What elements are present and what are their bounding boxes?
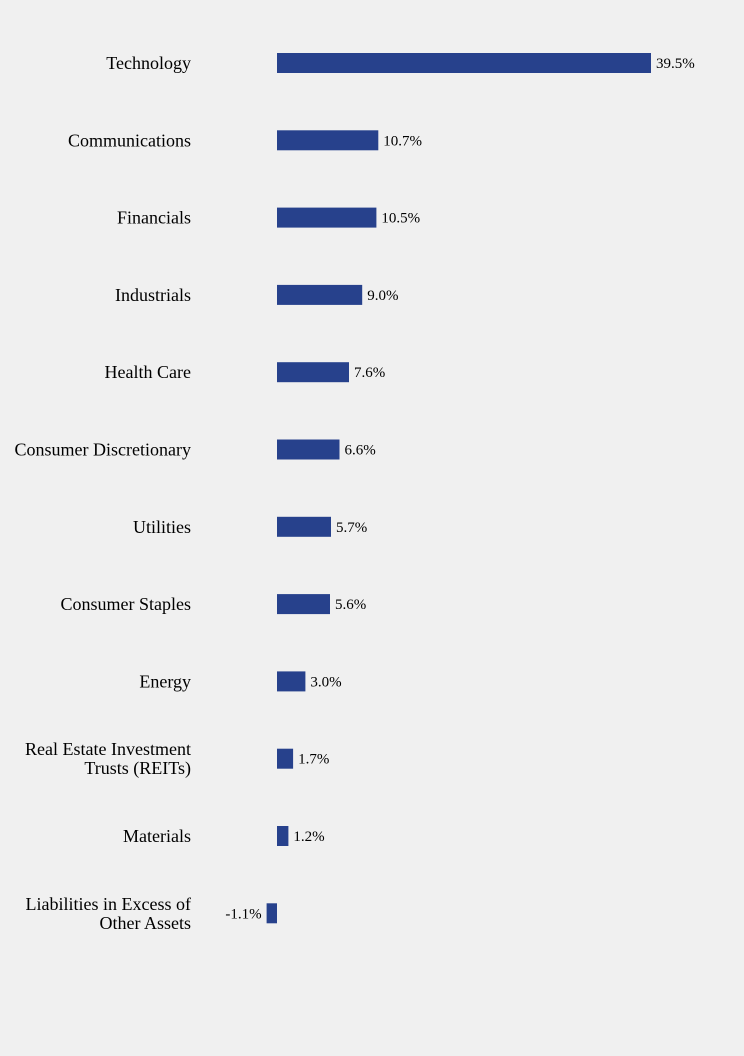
category-label-line: Real Estate Investment: [25, 739, 191, 759]
category-label-consumer-discretionary: Consumer Discretionary: [15, 440, 191, 460]
bar-energy: [277, 671, 306, 692]
value-label-real-estate-investment-trusts-reits: 1.7%: [298, 752, 329, 768]
category-label-line: Financials: [117, 208, 191, 228]
category-label-line: Trusts (REITs): [84, 758, 191, 779]
category-label-line: Communications: [68, 130, 191, 150]
category-label-line: Industrials: [115, 285, 191, 305]
bar-materials: [277, 826, 289, 846]
bar-health-care: [277, 362, 349, 383]
value-label-health-care: 7.6%: [354, 365, 385, 381]
category-label-line: Consumer Staples: [61, 594, 192, 614]
bars: [266, 53, 651, 924]
category-label-line: Liabilities in Excess of: [26, 894, 191, 914]
category-label-communications: Communications: [68, 130, 191, 150]
category-label-line: Materials: [123, 826, 191, 846]
value-label-technology: 39.5%: [656, 56, 695, 72]
category-label-materials: Materials: [123, 826, 191, 846]
bar-real-estate-investment-trusts-reits: [277, 748, 294, 769]
value-label-consumer-discretionary: 6.6%: [345, 443, 376, 459]
category-label-utilities: Utilities: [133, 517, 191, 537]
category-label-line: Other Assets: [100, 913, 192, 933]
category-label-line: Health Care: [105, 362, 191, 382]
value-label-communications: 10.7%: [383, 133, 422, 149]
category-label-liabilities-in-excess-of-other-assets: Liabilities in Excess of Other Assets: [26, 894, 191, 933]
category-label-energy: Energy: [139, 671, 191, 691]
category-label-consumer-staples: Consumer Staples: [61, 594, 192, 614]
value-label-materials: 1.2%: [293, 829, 324, 845]
bar-liabilities-in-excess-of-other-assets: [266, 903, 277, 924]
category-label-real-estate-investment-trusts-reits: Real Estate Investment Trusts (REITs): [25, 739, 191, 779]
category-label-technology: Technology: [106, 53, 191, 73]
value-labels: 39.5% 10.7% 10.5% 9.0% 7.6% 6.6% 5.7% 5.6% 3.0% 1…: [225, 56, 694, 922]
category-label-line: Energy: [139, 671, 191, 691]
bar-utilities: [277, 516, 331, 537]
bar-communications: [277, 130, 379, 151]
bar-financials: [277, 207, 377, 228]
value-label-utilities: 5.7%: [336, 520, 367, 536]
value-label-liabilities-in-excess-of-other-assets: -1.1%: [225, 906, 261, 922]
category-labels: Technology Communications Financials Indust…: [15, 53, 191, 933]
value-label-industrials: 9.0%: [367, 288, 398, 304]
value-label-consumer-staples: 5.6%: [335, 597, 366, 613]
bar-consumer-staples: [277, 594, 330, 615]
category-label-line: Technology: [106, 53, 191, 73]
bar-industrials: [277, 284, 363, 305]
bar-technology: [277, 53, 651, 73]
value-label-financials: 10.5%: [381, 211, 420, 227]
category-label-line: Consumer Discretionary: [15, 440, 191, 460]
category-label-industrials: Industrials: [115, 285, 191, 305]
category-label-line: Utilities: [133, 517, 191, 537]
category-label-financials: Financials: [117, 208, 191, 228]
value-label-energy: 3.0%: [310, 674, 341, 690]
category-label-health-care: Health Care: [105, 362, 191, 382]
bar-consumer-discretionary: [277, 439, 340, 460]
